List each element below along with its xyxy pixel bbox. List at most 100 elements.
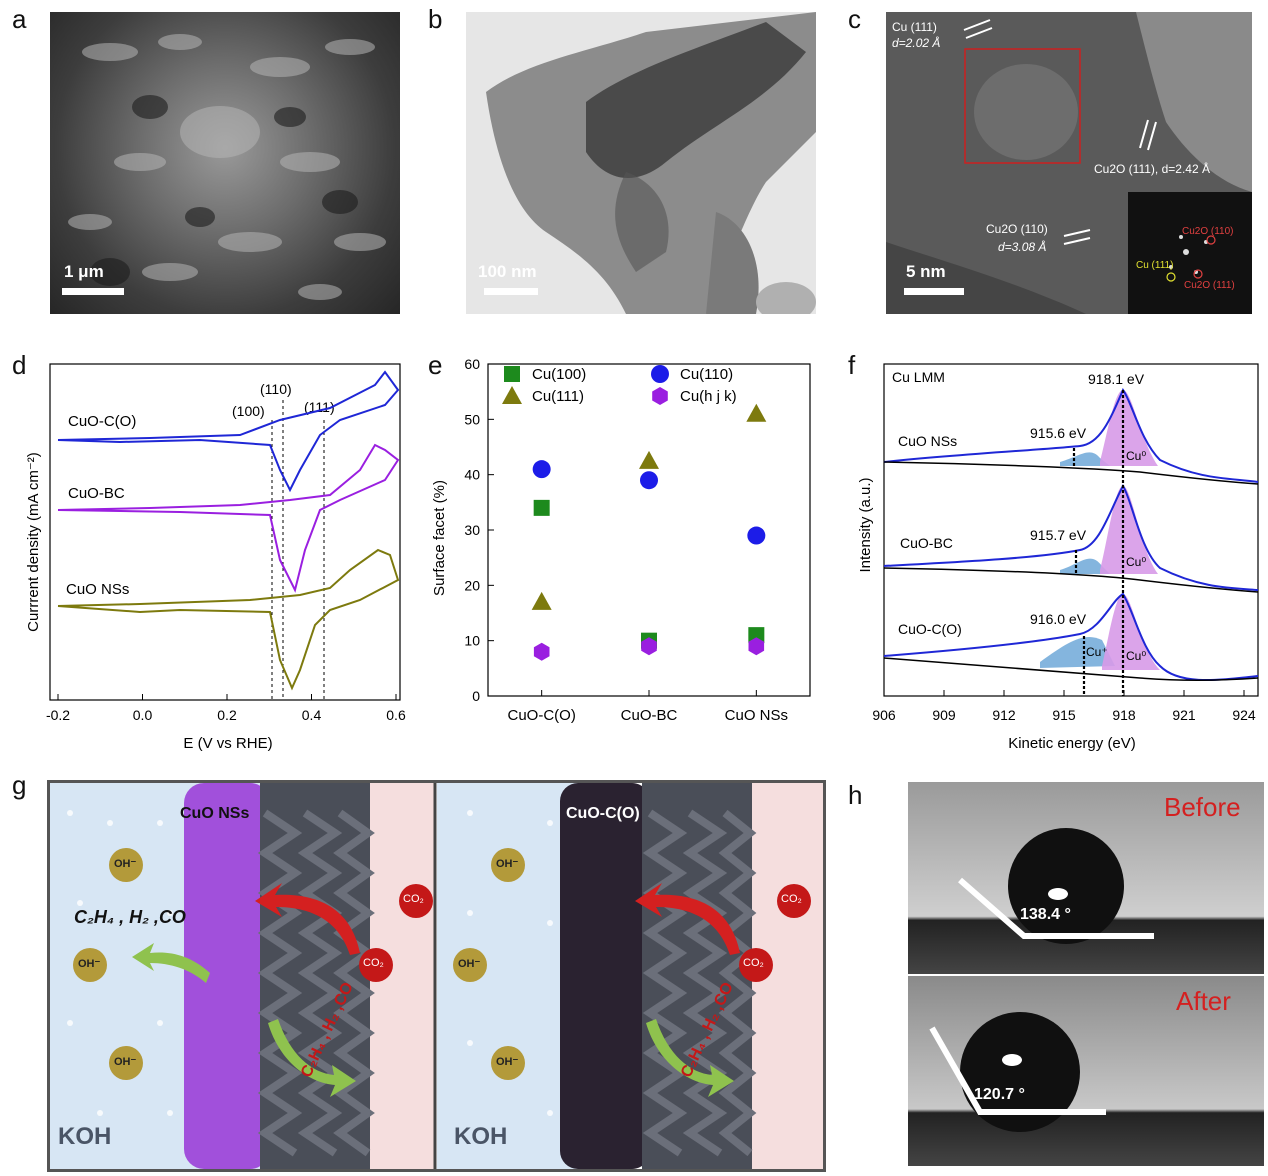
facet-point-circle	[532, 460, 551, 479]
xps-x-tick-label: 915	[1052, 707, 1076, 723]
cv-name-cuo-bc: CuO-BC	[68, 485, 125, 502]
red-arrow-right	[635, 883, 740, 955]
facet-point-square	[533, 499, 550, 516]
co2-sphere-2	[359, 948, 393, 982]
hrtem-ann-cu2o111: Cu2O (111), d=2.42 Å	[1094, 162, 1210, 176]
label-koh-left: KOH	[58, 1123, 112, 1150]
co2-sphere-3	[777, 884, 811, 918]
cv-curve-cuo-bc	[57, 443, 400, 593]
scale-bar-c	[904, 288, 964, 295]
green-arrow-left-up	[132, 943, 210, 983]
oh-sphere-4	[491, 848, 525, 882]
facet-x-tick-label: CuO-C(O)	[508, 707, 576, 724]
xps-x-tick-label: 921	[1172, 707, 1196, 723]
oh-sphere-5	[453, 948, 487, 982]
angle-before: 138.4 °	[1020, 906, 1071, 923]
xps-spectrum-2	[883, 484, 1259, 593]
facet-chart: Surface facet (%) 0 10 20 30 40 50 60 CuO-C(O)…	[431, 356, 811, 724]
oh-sphere-1	[109, 848, 143, 882]
facet-legend-marker	[504, 366, 520, 382]
cv-curve-cuo-co	[57, 370, 400, 493]
xps-x-tick-label: 912	[992, 707, 1016, 723]
xps-cuplus-3: Cu⁺	[1086, 645, 1108, 659]
hrtem-image: Cu (111) d=2.02 Å Cu2O (111), d=2.42 Å C…	[886, 12, 1252, 314]
co2-label-1: CO₂	[403, 893, 424, 905]
sem-texture	[68, 34, 386, 300]
xps-peak-main: 918.1 eV	[1088, 371, 1145, 387]
sem-image: 1 μm	[50, 12, 400, 314]
hrtem-ann-cu111-b: d=2.02 Å	[892, 36, 941, 50]
facet-point-hexagon	[533, 642, 550, 661]
contact-angle-after: After 120.7 °	[908, 976, 1264, 1166]
xps-cu0-3: Cu⁰	[1126, 649, 1146, 663]
fft-label-cu2o110: Cu2O (110)	[1182, 226, 1234, 237]
cv-name-cuo-co: CuO-C(O)	[68, 413, 136, 430]
angle-lines-after	[929, 1026, 1106, 1115]
facet-ylabel: Surface facet (%)	[431, 480, 448, 596]
cv-x-tick-label: 0.6	[386, 707, 406, 723]
xps-spectrum-1	[883, 388, 1259, 485]
scale-bar-b	[484, 288, 538, 295]
facet-point-circle	[747, 526, 766, 545]
hrtem-ann-cu2o110-b: d=3.08 Å	[998, 240, 1047, 254]
xps-x-tick-label: 909	[932, 707, 956, 723]
xps-cu0-2: Cu⁰	[1126, 555, 1146, 569]
xps-name-1: CuO NSs	[898, 433, 957, 449]
facet-legend-label: Cu(100)	[532, 366, 586, 383]
facet-y-tick-label: 30	[464, 522, 480, 538]
facet-y-tick-label: 50	[464, 411, 480, 427]
oh-label-6: OH⁻	[496, 1056, 519, 1068]
label-cuo-co: CuO-C(O)	[566, 805, 640, 822]
xps-cu0-1: Cu⁰	[1126, 449, 1146, 463]
panel-label-h: h	[848, 780, 863, 810]
co2-label-3: CO₂	[781, 893, 802, 905]
xps-title: Cu LMM	[892, 369, 945, 385]
fft-label-cu111: Cu (111)	[1136, 260, 1174, 271]
droplet-before	[1008, 828, 1124, 944]
xps-chart: Intensity (a.u.) 906 909 912 915 918 921 924 K…	[857, 363, 1259, 752]
scale-bar-a	[62, 288, 124, 295]
panel-label-e: e	[428, 350, 443, 380]
panel-label-g: g	[12, 770, 27, 800]
facet-x-tick-label: CuO-BC	[621, 707, 678, 724]
co2-label-2: CO₂	[363, 957, 384, 969]
scale-label-c: 5 nm	[906, 262, 946, 281]
xps-ylabel: Intensity (a.u.)	[857, 477, 874, 572]
label-before: Before	[1164, 792, 1241, 822]
xps-peak-2: 915.7 eV	[1030, 527, 1087, 543]
droplet-after	[960, 1012, 1080, 1132]
facet-y-tick-label: 20	[464, 577, 480, 593]
green-arrow-right-down	[646, 1019, 734, 1097]
cv-name-cuo-nss: CuO NSs	[66, 581, 129, 598]
co2-sphere-4	[739, 948, 773, 982]
fft-label-cu2o111: Cu2O (111)	[1184, 280, 1235, 291]
facet-point-circle	[640, 471, 658, 490]
cv-x-tick-label: -0.2	[46, 707, 70, 723]
xps-name-3: CuO-C(O)	[898, 621, 962, 637]
cv-xlabel: E (V vs RHE)	[183, 735, 272, 752]
facet-point-square	[748, 627, 765, 644]
cv-peak-110: (110)	[260, 381, 292, 397]
facet-y-tick-label: 60	[464, 356, 480, 372]
co2-sphere-1	[399, 884, 433, 918]
cv-peak-111: (111)	[304, 399, 335, 415]
facet-legend-marker	[651, 365, 669, 383]
oh-label-1: OH⁻	[114, 858, 137, 870]
facet-point-triangle	[746, 403, 767, 422]
scale-label-a: 1 μm	[64, 262, 104, 281]
scale-label-b: 100 nm	[478, 262, 537, 281]
cv-x-tick-label: 0.4	[302, 707, 322, 723]
xps-name-2: CuO-BC	[900, 535, 953, 551]
xps-x-tick-label: 918	[1112, 707, 1136, 723]
oh-sphere-3	[109, 1046, 143, 1080]
oh-sphere-6	[491, 1046, 525, 1080]
oh-label-4: OH⁻	[496, 858, 519, 870]
tem-particle	[486, 12, 816, 314]
facet-point-hexagon	[748, 637, 765, 656]
xps-x-tick-label: 924	[1232, 707, 1256, 723]
schematic: CuO NSs CuO-C(O) KOH KOH C₂H₄ , H₂ ,CO C…	[47, 780, 826, 1172]
facet-x-tick-label: CuO NSs	[725, 707, 788, 724]
tem-image: 100 nm	[466, 12, 816, 314]
panel-label-d: d	[12, 350, 27, 380]
facet-legend-marker	[502, 386, 522, 404]
